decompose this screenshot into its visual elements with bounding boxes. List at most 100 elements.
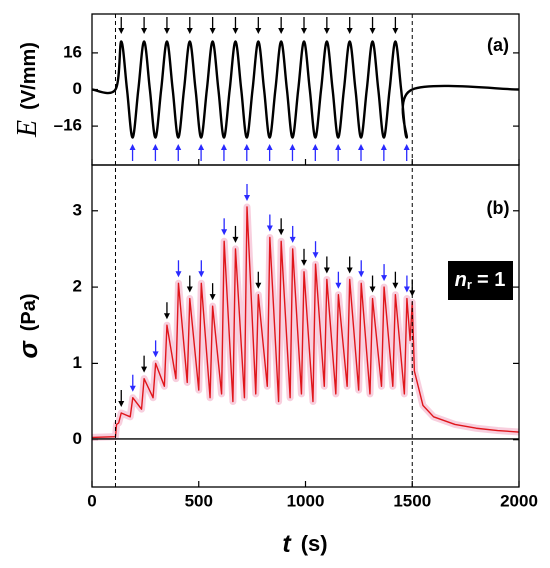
arrow bbox=[346, 17, 353, 34]
x-label-unit: (s) bbox=[301, 531, 328, 556]
arrow bbox=[221, 218, 228, 236]
arrow-head bbox=[289, 236, 296, 243]
arrow bbox=[141, 355, 148, 373]
arrow-head bbox=[380, 144, 387, 150]
y-tick-label: 2 bbox=[73, 277, 82, 296]
arrow-head bbox=[266, 225, 273, 232]
arrow bbox=[266, 214, 273, 232]
line bbox=[92, 206, 519, 439]
arrow bbox=[255, 17, 262, 34]
arrow bbox=[369, 275, 376, 293]
arrow-head bbox=[392, 28, 399, 34]
arrow-head bbox=[312, 144, 319, 150]
arrow-head bbox=[129, 385, 136, 392]
arrow bbox=[163, 302, 170, 320]
arrow-head bbox=[403, 286, 410, 293]
x-tick-label: 1500 bbox=[393, 491, 431, 510]
arrow bbox=[289, 225, 296, 243]
arrow bbox=[346, 256, 353, 274]
arrow bbox=[209, 17, 216, 34]
arrow bbox=[209, 283, 216, 301]
y-tick-label: 16 bbox=[63, 42, 82, 61]
arrow bbox=[266, 144, 273, 161]
arrow bbox=[403, 275, 410, 293]
arrow bbox=[335, 271, 342, 289]
y-label-symbol: E bbox=[12, 120, 43, 138]
arrow-head bbox=[152, 144, 159, 150]
arrow-head bbox=[255, 28, 262, 34]
arrow bbox=[163, 17, 170, 34]
arrow bbox=[255, 271, 262, 289]
arrow bbox=[129, 144, 136, 161]
arrow-head bbox=[358, 271, 365, 278]
x-label-symbol: t bbox=[282, 530, 292, 558]
arrow bbox=[312, 144, 319, 161]
arrow-head bbox=[289, 144, 296, 150]
y-label-symbol: σ bbox=[13, 340, 43, 359]
arrow bbox=[118, 17, 125, 34]
arrow bbox=[358, 144, 365, 161]
arrow-head bbox=[118, 28, 125, 34]
arrow-head bbox=[369, 28, 376, 34]
arrow bbox=[278, 17, 285, 34]
arrow bbox=[175, 260, 182, 278]
arrow-head bbox=[232, 28, 239, 34]
y-tick-label: –16 bbox=[54, 116, 82, 135]
arrow bbox=[301, 248, 308, 266]
arrow-head bbox=[163, 28, 170, 34]
x-tick-label: 500 bbox=[185, 491, 213, 510]
arrow-head bbox=[278, 229, 285, 236]
x-axis-label: t (s) bbox=[282, 530, 327, 558]
arrow-head bbox=[175, 271, 182, 278]
arrow-head bbox=[335, 282, 342, 289]
arrow bbox=[232, 225, 239, 243]
arrow-head bbox=[323, 28, 330, 34]
arrow bbox=[403, 144, 410, 161]
arrow-head bbox=[209, 28, 216, 34]
arrow bbox=[129, 374, 136, 392]
y-label-unit: (Pa) bbox=[18, 293, 40, 331]
x-tick-label: 1000 bbox=[287, 491, 325, 510]
y-tick-label: 0 bbox=[73, 429, 82, 448]
arrow bbox=[118, 389, 125, 407]
arrow bbox=[312, 241, 319, 259]
arrow-head bbox=[118, 400, 125, 407]
arrow bbox=[392, 271, 399, 289]
arrow bbox=[186, 275, 193, 293]
plot-frame bbox=[91, 13, 520, 166]
arrow-head bbox=[141, 366, 148, 373]
arrow bbox=[392, 17, 399, 34]
y-axis-label: E (V/mm) bbox=[12, 42, 43, 138]
annotation-text: = 1 bbox=[477, 269, 505, 291]
arrow-head bbox=[175, 144, 182, 150]
arrow bbox=[232, 17, 239, 34]
arrow-head bbox=[346, 267, 353, 274]
annotation-symbol: n bbox=[455, 269, 467, 291]
arrow-head bbox=[323, 267, 330, 274]
line bbox=[92, 40, 519, 139]
panel-label: (a) bbox=[487, 35, 509, 55]
annotation-subscript: r bbox=[467, 277, 472, 292]
arrow-head bbox=[381, 275, 388, 282]
arrow-head bbox=[266, 144, 273, 150]
arrow bbox=[152, 340, 159, 358]
arrow-head bbox=[198, 144, 205, 150]
arrow bbox=[381, 264, 388, 282]
annotation: nr = 1 bbox=[455, 269, 506, 292]
arrow-head bbox=[346, 28, 353, 34]
arrow bbox=[244, 183, 251, 201]
x-tick-label: 0 bbox=[87, 491, 96, 510]
arrow-head bbox=[186, 28, 193, 34]
arrow-head bbox=[335, 144, 342, 150]
arrow-head bbox=[312, 252, 319, 259]
plot-frame bbox=[91, 164, 520, 488]
arrow bbox=[141, 17, 148, 34]
arrow bbox=[289, 144, 296, 161]
arrow bbox=[220, 144, 227, 161]
arrow bbox=[335, 144, 342, 161]
arrow-head bbox=[198, 271, 205, 278]
arrow-head bbox=[403, 144, 410, 150]
arrow bbox=[198, 144, 205, 161]
arrow bbox=[243, 144, 250, 161]
